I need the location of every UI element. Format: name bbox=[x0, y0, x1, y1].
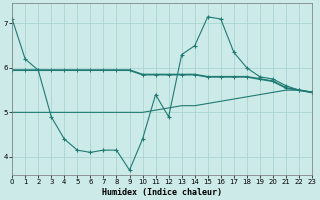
X-axis label: Humidex (Indice chaleur): Humidex (Indice chaleur) bbox=[102, 188, 222, 197]
